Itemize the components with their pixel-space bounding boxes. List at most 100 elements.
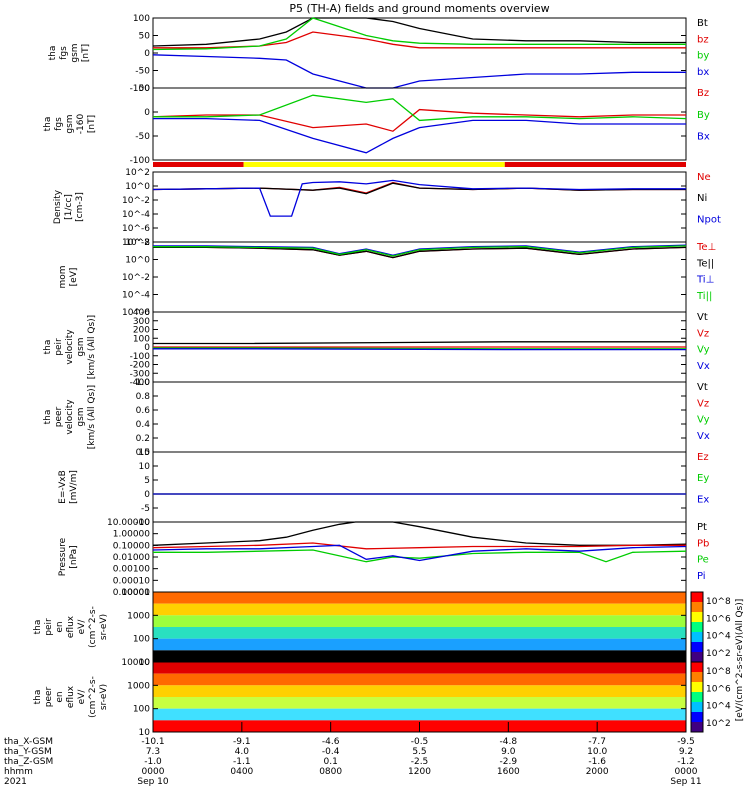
x-tick-label: -1.1 (233, 757, 251, 767)
legend-entry: Bz (697, 88, 709, 99)
y-axis-label: [nT] (81, 44, 91, 62)
colorbar-segment (691, 632, 703, 642)
y-axis-label: [km/s (All Qs)] (87, 385, 97, 449)
x-tick-label: -1.0 (144, 757, 162, 767)
panel-frame (152, 241, 687, 313)
y-tick-label: -100 (130, 84, 151, 94)
y-tick-label: -50 (135, 67, 150, 77)
y-axis-label: gsm (65, 114, 75, 133)
colorbar-tick: 10^6 (706, 684, 731, 694)
x-tick-label: -7.7 (588, 737, 606, 747)
legend-entry: Te⊥ (696, 242, 716, 253)
x-tick-label: -4.6 (322, 737, 340, 747)
x-tick-label: 7.3 (146, 747, 160, 757)
panel-efield (152, 451, 687, 523)
legend-entry: Ex (697, 494, 709, 505)
y-axis-label: fgs (59, 46, 69, 60)
series-line-bz (153, 31, 686, 49)
legend-entry: Te|| (696, 258, 714, 269)
y-tick-label: 0.00010 (113, 576, 150, 586)
y-tick-label: 10.00000 (107, 518, 150, 528)
legend-entry: by (697, 51, 709, 62)
y-tick-label: 10000 (121, 658, 150, 668)
y-tick-label: 0 (144, 49, 150, 59)
series-line-Ti⊥ (153, 244, 687, 256)
x-tick-label: -1.6 (588, 757, 606, 767)
y-tick-label: 10^2 (125, 238, 150, 248)
y-tick-label: 15 (139, 448, 150, 458)
y-axis-label: [cm-3] (75, 192, 85, 222)
colorbar-tick: 10^4 (706, 702, 731, 712)
x-tick-label: 0400 (230, 767, 253, 777)
series-line-Pi (152, 544, 687, 562)
x-row-label: tha_X-GSM (4, 737, 53, 747)
panel-frame (152, 521, 687, 593)
colorbar-frame (690, 661, 704, 733)
panel-pressure (152, 521, 687, 593)
series-line-Npot (152, 179, 686, 217)
y-tick-label: 0.0 (136, 448, 151, 458)
x-tick-label: -0.4 (322, 747, 340, 757)
y-axis-label: (cm^2-s- (88, 676, 98, 718)
x-tick-label: 0800 (319, 767, 342, 777)
legend-entry: Ni (697, 193, 707, 204)
y-axis-label: eflux (66, 685, 76, 708)
panel-frame (152, 171, 687, 243)
y-axis-label: sr-eV) (99, 684, 109, 710)
y-tick-label: 10^-4 (122, 210, 150, 220)
y-tick-label: 10^-2 (122, 196, 150, 206)
legend-entry: Ti|| (696, 291, 712, 302)
y-tick-label: 10^2 (125, 168, 150, 178)
series-line-Bt (152, 17, 686, 47)
colorbar-segment (691, 672, 703, 682)
x-row-label: hhmm (4, 767, 33, 777)
panel-tha_fgs_gsm (152, 17, 687, 89)
colorbar-label: [eV/(cm^2-s-sr-eV)(All Qs)] (735, 599, 745, 722)
y-tick-label: -200 (130, 361, 151, 371)
x-tick-label: 10.0 (587, 747, 607, 757)
y-tick-label: 10^-6 (122, 224, 150, 234)
y-tick-label: 10^0 (125, 182, 150, 192)
series-line-Pe (153, 549, 687, 563)
series-line-By (153, 94, 687, 122)
y-tick-label: 100 (133, 635, 150, 645)
heatmap-band (153, 697, 686, 709)
y-tick-label: 300 (133, 317, 150, 327)
y-axis-label: [km/s (All Qs)] (87, 315, 97, 379)
legend-entry: bz (697, 34, 709, 45)
panel-frame (152, 381, 687, 453)
heatmap-band (153, 592, 686, 604)
x-tick-label: 0.1 (324, 757, 338, 767)
x-tick-label: Sep 10 (137, 777, 169, 787)
y-tick-label: -5 (141, 504, 150, 514)
y-axis-label: [nT] (87, 115, 97, 133)
legend-entry: Pt (697, 522, 707, 533)
x-tick-label: -4.8 (500, 737, 518, 747)
y-tick-label: 0.00001 (113, 588, 150, 598)
y-axis-label: eV/ (77, 689, 87, 705)
y-axis-label: [eV] (69, 268, 79, 287)
colorbar-tick: 10^6 (706, 614, 731, 624)
colorbar-segment (691, 682, 703, 692)
y-tick-label: 10000 (121, 588, 150, 598)
series-line-Vy (153, 347, 686, 350)
colorbar-segment (691, 662, 703, 672)
legend-entry: Bt (697, 18, 708, 29)
x-tick-label: 0000 (142, 767, 165, 777)
y-tick-label: 1.00000 (113, 530, 150, 540)
y-tick-label: 0.2 (136, 434, 150, 444)
y-tick-label: 50 (139, 84, 151, 94)
y-axis-label: eV/ (77, 619, 87, 635)
x-tick-label: 0000 (675, 767, 698, 777)
panel-peir_en_eflux (152, 591, 704, 663)
x-tick-label: 4.0 (235, 747, 250, 757)
y-axis-label: -160 (76, 114, 86, 135)
x-tick-label: -2.5 (411, 757, 429, 767)
colorbar-tick: 10^2 (706, 649, 731, 659)
y-tick-label: 1.0 (136, 378, 151, 388)
x-tick-label: 2000 (586, 767, 609, 777)
colorbar-segment (691, 722, 703, 732)
x-tick-label: 9.2 (679, 747, 693, 757)
y-axis-label: en (55, 621, 65, 632)
series-line-by (152, 17, 686, 51)
